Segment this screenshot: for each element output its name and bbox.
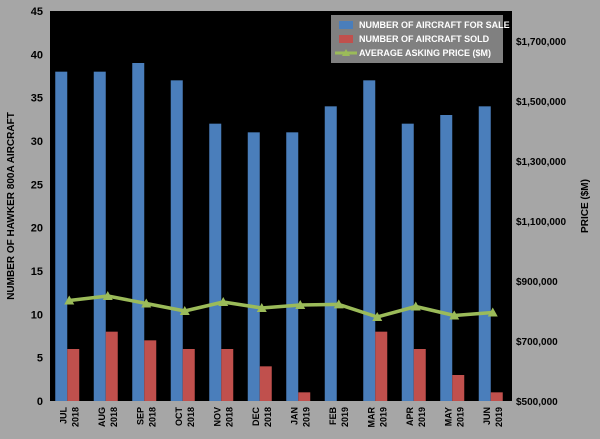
bar-for-sale [132,63,145,401]
bar-sold [221,349,234,401]
bar-sold [452,375,465,401]
price-marker [102,291,113,300]
x-tick-label: 2019 [378,407,388,427]
legend-label-for-sale: NUMBER OF AIRCRAFT FOR SALE [359,20,510,30]
y-tick-label: 15 [31,266,43,278]
price-marker [256,303,267,312]
x-tick-label: 2018 [109,407,119,427]
bar-for-sale [286,132,299,402]
y2-tick-label: $500,000 [516,397,558,408]
x-tick-label: 2018 [147,407,157,427]
y-tick-label: 25 [31,179,43,191]
legend-label-price: AVERAGE ASKING PRICE ($M) [359,48,491,58]
legend-swatch-for-sale [339,21,353,29]
price-marker [179,306,190,315]
bar-for-sale [478,106,491,401]
x-tick-label: 2019 [340,407,350,427]
x-tick-label: MAR [366,407,376,428]
bar-for-sale [440,115,453,401]
bar-for-sale [363,80,376,401]
x-tick-label: MAY [443,407,453,426]
x-tick-label: JUN [482,407,492,425]
y2-tick-label: $900,000 [516,277,558,288]
bar-sold [298,392,311,401]
x-tick-label: NOV [212,407,222,427]
price-marker [372,312,383,321]
legend-label-sold: NUMBER OF AIRCRAFT SOLD [359,34,490,44]
bar-for-sale [209,123,222,402]
y2-tick-label: $1,500,000 [516,97,566,108]
price-marker [64,295,75,305]
y-tick-label: 0 [37,396,43,408]
price-marker [218,297,229,306]
bar-sold [490,392,503,401]
bar-for-sale [324,106,337,401]
x-tick-label: JUL [58,407,68,425]
x-tick-label: 2019 [301,407,311,427]
y-tick-label: 5 [37,353,43,365]
y-axis-title: NUMBER OF HAWKER 800A AIRCRAFT [6,112,17,300]
bar-sold [375,331,388,401]
x-tick-label: 2018 [263,407,273,427]
x-tick-label: 2019 [494,407,504,427]
bar-sold [259,366,272,401]
bar-for-sale [247,132,260,402]
price-line [69,294,493,319]
x-tick-label: 2018 [186,407,196,427]
bar-for-sale [93,71,106,402]
price-marker [295,300,306,309]
y2-axis-title: PRICE ($M) [580,179,591,233]
bar-for-sale [55,71,68,402]
price-marker [141,298,152,308]
y2-tick-label: $1,300,000 [516,157,566,168]
bar-sold [413,349,426,401]
bar-for-sale [170,80,183,401]
y-tick-label: 30 [31,136,43,148]
bar-sold [67,349,80,401]
price-marker [449,310,460,320]
legend-box [331,15,503,63]
y2-tick-label: $1,100,000 [516,217,566,228]
price-marker [333,299,344,309]
legend-marker-price [342,49,350,56]
x-tick-label: OCT [174,407,184,427]
x-tick-label: 2018 [224,407,234,427]
price-marker [410,301,421,311]
x-tick-label: FEB [328,406,338,425]
plot-area [50,11,512,401]
x-tick-label: AUG [97,407,107,427]
x-tick-label: JAN [289,407,299,425]
legend-swatch-sold [339,35,353,43]
bar-sold [144,340,157,401]
y2-tick-label: $1,700,000 [516,37,566,48]
x-tick-label: DEC [251,407,261,427]
bar-for-sale [401,123,414,402]
x-tick-label: SEP [135,407,145,425]
y-tick-label: 45 [31,6,43,18]
y-tick-label: 20 [31,223,43,235]
y-tick-label: 40 [31,49,43,61]
x-tick-label: 2019 [417,407,427,427]
y2-tick-label: $700,000 [516,337,558,348]
x-tick-label: 2018 [70,407,80,427]
bar-sold [182,349,195,401]
y-tick-label: 35 [31,93,43,105]
y-tick-label: 10 [31,309,43,321]
price-marker [487,307,498,317]
x-tick-label: APR [405,407,415,427]
bar-sold [105,331,118,401]
x-tick-label: 2019 [455,407,465,427]
